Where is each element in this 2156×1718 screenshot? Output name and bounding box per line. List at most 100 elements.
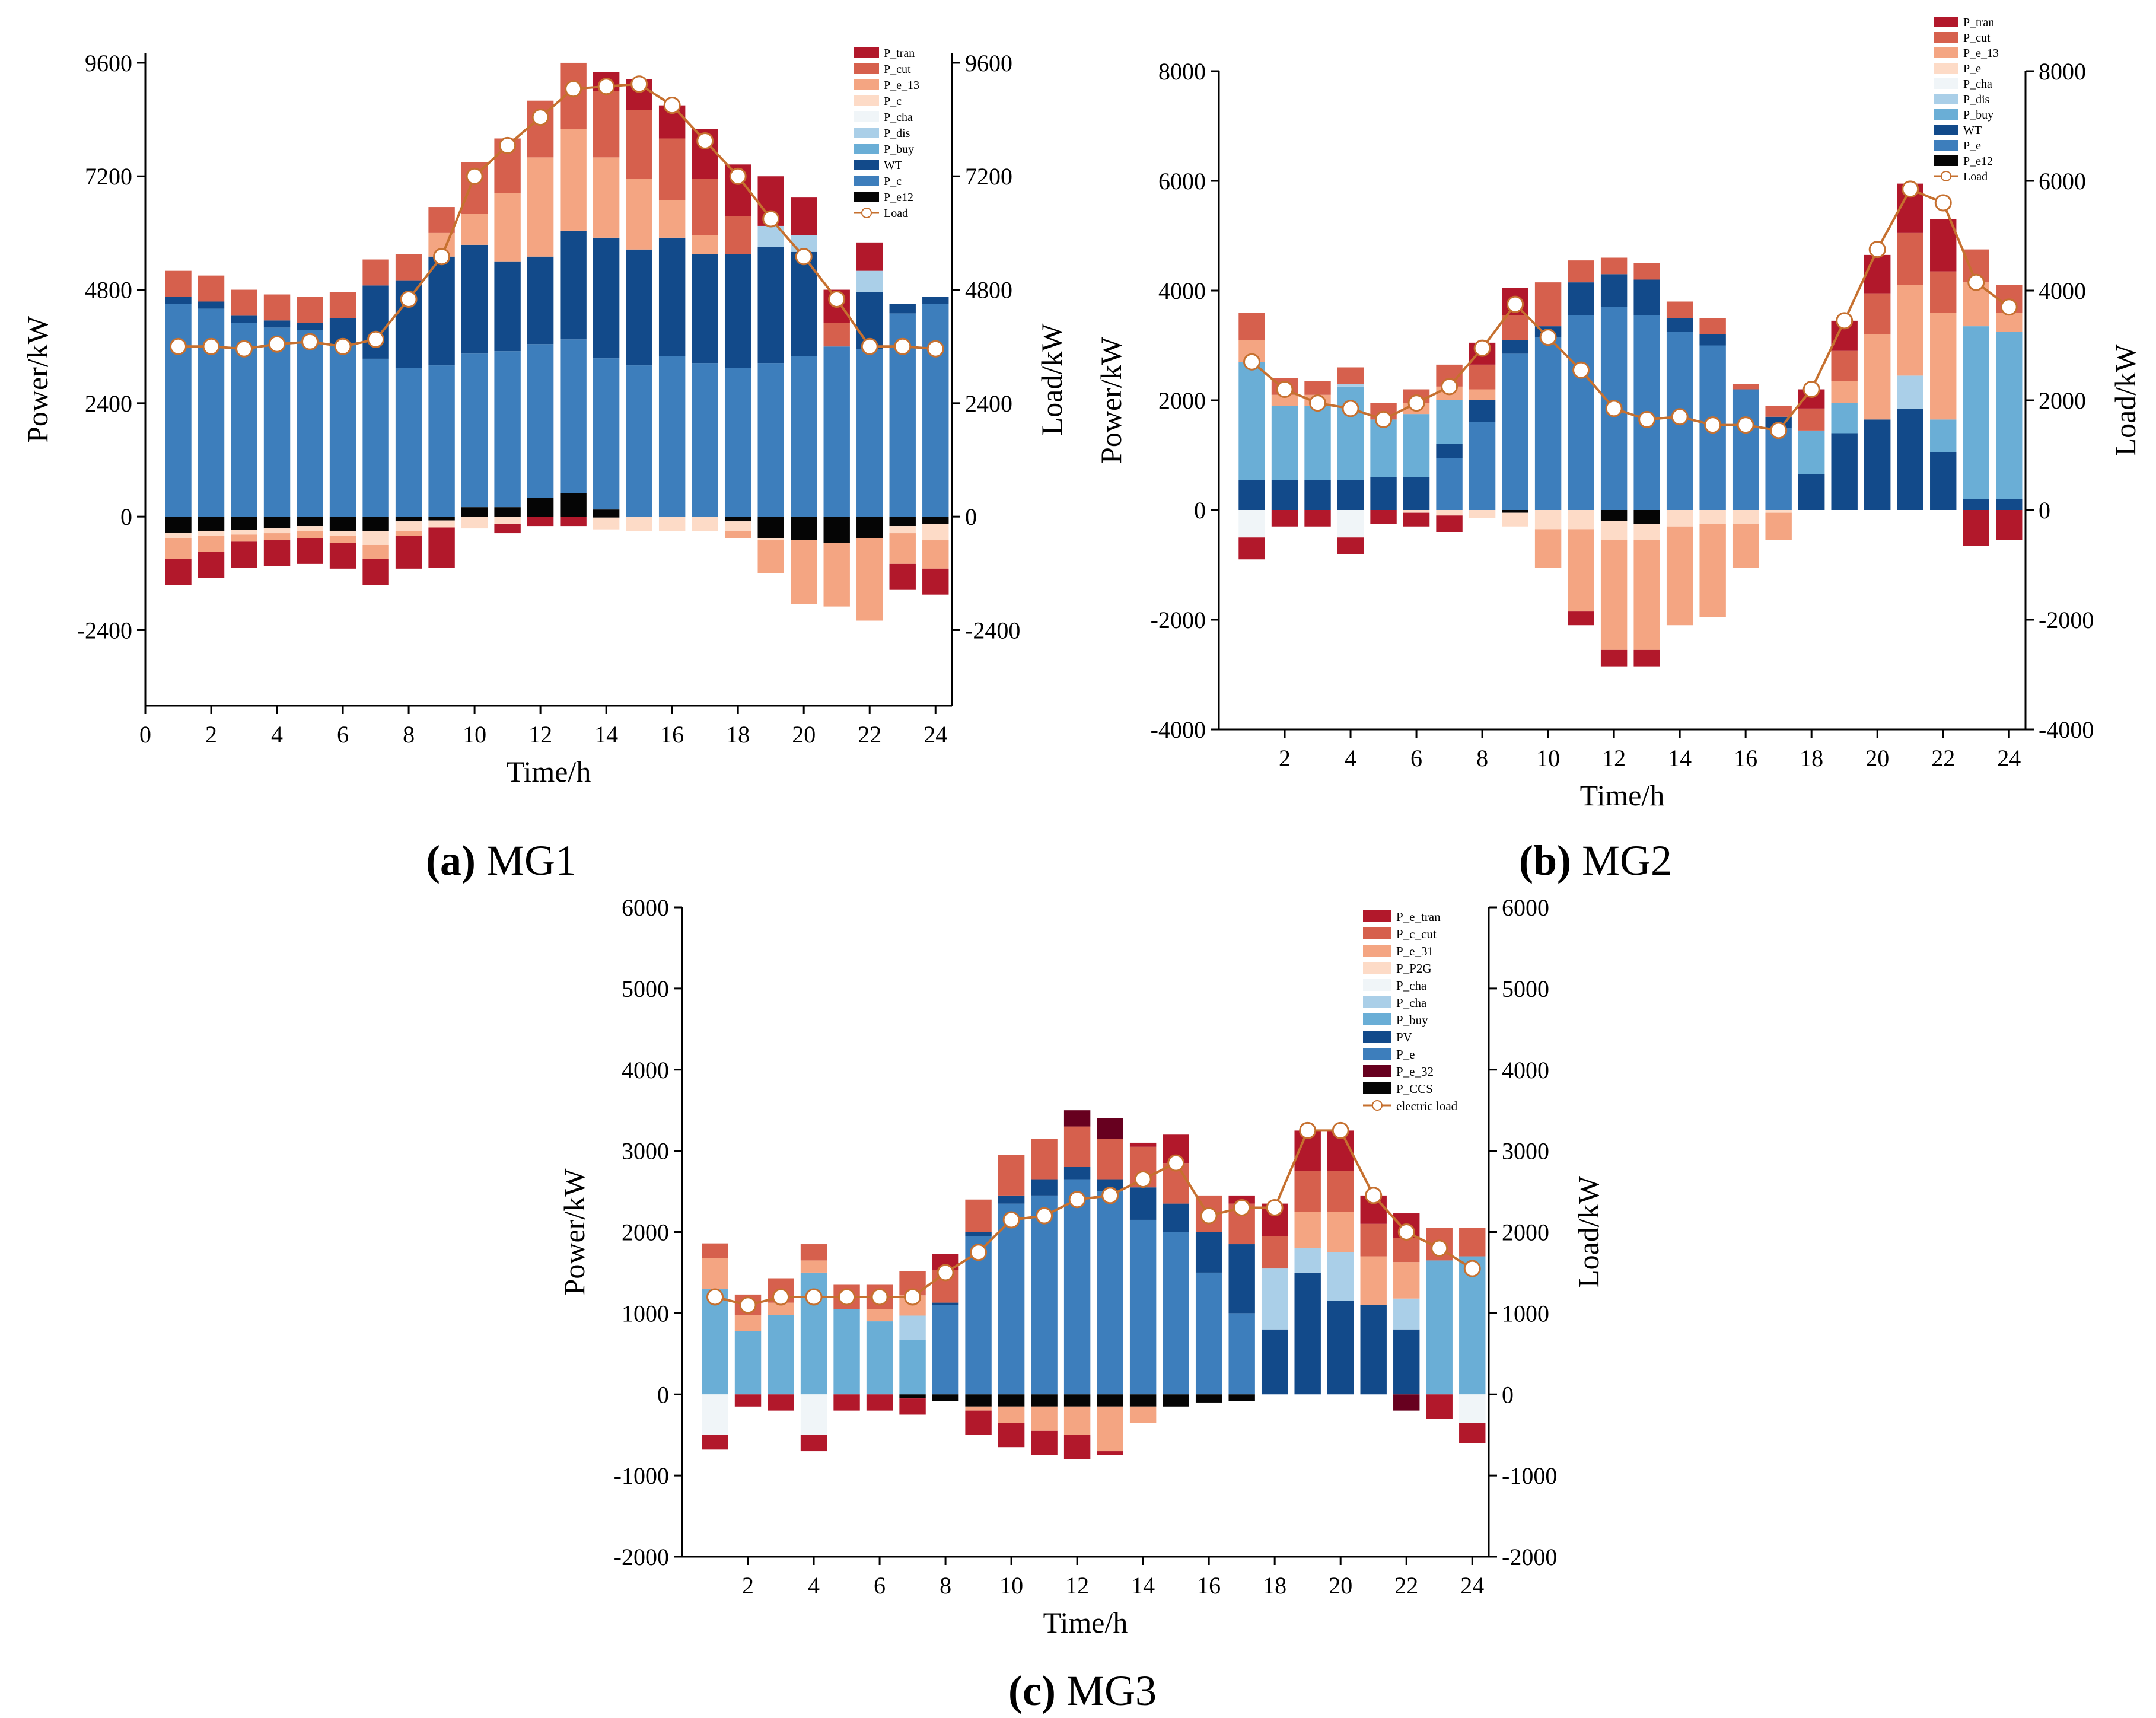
- mg3-load-point-10: [1002, 1211, 1020, 1229]
- mg1-bar-P_tran_neg-13: [560, 517, 587, 527]
- mg3-axes: [674, 906, 1497, 1565]
- mg3-bars: [702, 1110, 1486, 1459]
- mg3-legend-label-6: P_buy: [1396, 1013, 1428, 1027]
- mg1-load-point-13: [565, 80, 582, 98]
- mg2-load-point-23: [1967, 273, 1985, 291]
- mg2-load-point-18: [1802, 381, 1820, 398]
- mg2-bar-P_cut-3: [1304, 381, 1331, 395]
- mg3-bar-P_c_cut-12: [1063, 1126, 1091, 1167]
- mg2-bar-P_e_13-22: [1930, 313, 1957, 420]
- mg3-bar-P_c_cut-21: [1360, 1223, 1387, 1257]
- mg1-ytick-label-9600: 9600: [85, 50, 132, 77]
- mg1-bar-P_cut-9: [428, 207, 455, 233]
- mg2-bars: [1238, 183, 2023, 667]
- mg1-bar-P_c-6: [329, 344, 356, 517]
- mg2-bar-P_tran_neg-6: [1403, 512, 1430, 527]
- mg2-bar-P_tran_neg-4: [1337, 537, 1364, 554]
- mg2-bar-P_e_13_neg-11: [1568, 529, 1594, 612]
- mg3-bar-P_e-11: [1031, 1195, 1058, 1395]
- mg2-bar-P_cut-9: [1502, 315, 1528, 340]
- mg3-bar-P_e_tran_neg-9: [965, 1410, 992, 1435]
- mg2-bar-WT_top-8: [1469, 400, 1496, 422]
- mg3-bar-P_e-16: [1195, 1272, 1222, 1395]
- mg3-bar-P_e_31-6: [866, 1309, 893, 1322]
- mg1-bar-P_c_neg-5: [297, 526, 323, 531]
- mg3-bar-PV-20: [1327, 1301, 1354, 1395]
- mg2-legend: P_tran P_cut P_e_13 P_e P_cha P_dis P_buy WT P_e…: [1934, 16, 1999, 183]
- mg1-y2tick-label-7200: 7200: [965, 163, 1012, 190]
- mg3-bar-P_CCS-14: [1129, 1394, 1157, 1407]
- mg2-xtick-label-12: 12: [1602, 745, 1626, 772]
- mg3-bar-P_c_cut-10: [998, 1155, 1025, 1196]
- mg1-bar-P_c_neg-9: [428, 520, 455, 528]
- mg3-bar-PV-10: [998, 1195, 1025, 1204]
- mg1-bar-P_e_13-16: [658, 200, 686, 238]
- mg1-bar-WT-9: [428, 256, 455, 366]
- mg3-legend-label-2: P_e_31: [1396, 944, 1434, 958]
- mg2-ytick-label-8000: 8000: [1158, 58, 1206, 85]
- mg3-bar-P_e_tran_neg-24: [1459, 1423, 1486, 1443]
- mg3-legend-swatch-3: [1363, 962, 1391, 974]
- mg3-bar-P_e_31-1: [702, 1258, 728, 1289]
- mg3-legend-swatch-5: [1363, 996, 1391, 1008]
- mg2-bar-P_e12-9: [1502, 510, 1528, 513]
- mg1-bar-P_c_neg-24: [922, 524, 949, 541]
- mg2-y2tick-label--2000: -2000: [2039, 607, 2094, 633]
- mg1-bar-P_e12-8: [395, 517, 422, 522]
- mg2-legend-swatch-8: [1934, 140, 1958, 151]
- mg1-bar-P_c-4: [263, 327, 291, 517]
- mg1-bar-WT-13: [560, 230, 587, 340]
- mg3-legend-swatch-4: [1363, 979, 1391, 991]
- mg2-load-point-5: [1375, 410, 1393, 428]
- mg3-bar-P_e_31-2: [734, 1315, 762, 1331]
- mg3-bar-PV-15: [1163, 1203, 1189, 1232]
- mg2-bar-WT_top-11: [1568, 282, 1594, 315]
- mg1-legend-label-4: P_cha: [884, 111, 913, 124]
- mg1-xtick-label-18: 18: [726, 721, 750, 748]
- mg3-bar-PV-14: [1129, 1187, 1157, 1220]
- mg3-bar-P_e_tran_neg-10: [998, 1423, 1025, 1448]
- mg1-bar-P_c-1: [165, 304, 192, 517]
- mg1-bar-P_c_neg-18: [724, 521, 751, 531]
- panel-mg3: -2000 -1000 0 1000 2000 3000 4000 5000 6000 -2000…: [558, 894, 1605, 1639]
- mg1-bar-P_cut-7: [362, 259, 389, 286]
- mg1-load-point-24: [926, 340, 944, 358]
- mg2-legend-label-0: P_tran: [1963, 16, 1994, 29]
- mg2-bar-P_e_13_neg-14: [1666, 526, 1693, 626]
- mg3-load-point-14: [1134, 1171, 1152, 1188]
- mg3-bar-P_c_cut-19: [1294, 1171, 1321, 1212]
- mg1-bar-P_c_neg-2: [198, 531, 225, 536]
- mg1-bar-P_tran_neg-11: [494, 524, 521, 534]
- mg2-xtick-label-16: 16: [1734, 745, 1757, 772]
- mg3-bar-P_e_31_neg-9: [965, 1406, 992, 1411]
- mg2-legend-label-5: P_dis: [1963, 93, 1990, 106]
- mg3-bar-P_e_31-3: [768, 1302, 794, 1315]
- mg2-y2label: Load/kW: [2109, 344, 2142, 457]
- mg1-bar-P_c_neg-8: [395, 521, 422, 531]
- mg2-ytick-label--2000: -2000: [1151, 607, 1206, 633]
- mg3-load-point-5: [838, 1288, 856, 1306]
- mg2-legend-swatch-6: [1934, 109, 1958, 120]
- mg1-legend-swatch-2: [854, 79, 879, 90]
- mg1-bar-P_tran_neg-7: [362, 559, 389, 585]
- mg3-bar-PV-22: [1393, 1329, 1420, 1395]
- mg3-legend-label-5: P_cha: [1396, 996, 1427, 1010]
- mg1-bar-WT-18: [724, 254, 751, 368]
- mg1-y2tick-label--2400: -2400: [965, 617, 1020, 643]
- mg3-bar-PV-13: [1097, 1179, 1123, 1192]
- mg2-bar-P_cut-8: [1469, 364, 1496, 390]
- mg2-xtick-label-10: 10: [1536, 745, 1560, 772]
- mg3-bar-P_CCS-12: [1063, 1394, 1091, 1407]
- mg1-bar-P_e_13_neg-6: [329, 536, 356, 543]
- mg1-legend-swatch-3: [854, 95, 879, 106]
- mg3-xtick-label-16: 16: [1197, 1572, 1221, 1599]
- mg1-load-point-10: [466, 167, 483, 185]
- mg2-load-point-15: [1704, 416, 1722, 434]
- mg2-bar-P_cut-19: [1831, 350, 1858, 381]
- mg2-bar-P_e_neg-13: [1633, 524, 1660, 540]
- mg1-xtick-label-14: 14: [594, 721, 618, 748]
- mg3-bar-P_e_tran_neg-6: [866, 1394, 893, 1411]
- mg2-bar-P_e-16: [1732, 389, 1759, 510]
- mg3-y2tick-label-6000: 6000: [1502, 894, 1549, 921]
- mg3-bar-P_e-17: [1228, 1313, 1255, 1395]
